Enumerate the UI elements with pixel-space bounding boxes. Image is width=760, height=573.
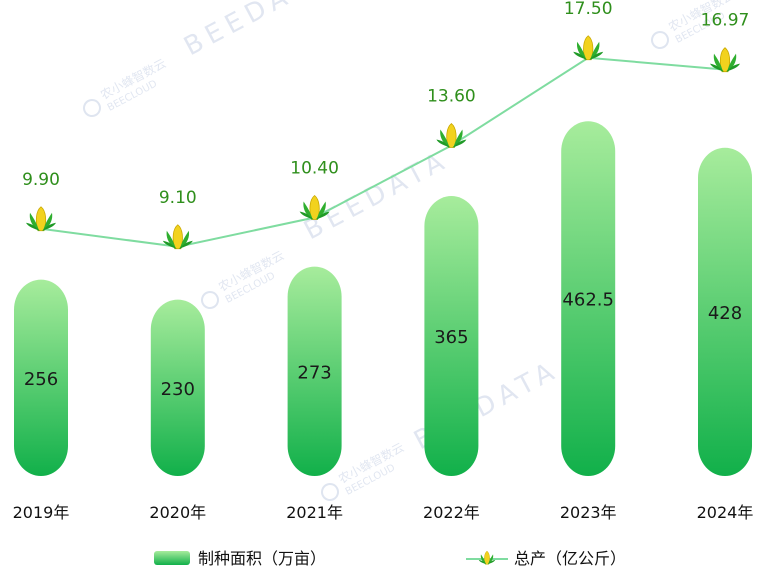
legend-line-label: 总产（亿公斤） xyxy=(514,549,626,568)
line-series xyxy=(40,56,726,248)
watermark-word: BEEDATA xyxy=(179,0,334,62)
line-value-label: 10.40 xyxy=(290,159,339,179)
legend-line-marker xyxy=(478,550,496,565)
bar-value-label: 256 xyxy=(24,369,58,390)
bar xyxy=(698,147,752,476)
x-axis-ticks: 2019年 2020年 2021年 2022年 2023年 2024年 xyxy=(13,503,754,522)
line-marker xyxy=(572,35,604,61)
line-layer: 9.90 9.10 10.40 13.60 17.50 16.97 xyxy=(22,0,750,250)
bar-value-label: 428 xyxy=(708,303,742,324)
x-tick-label: 2024年 xyxy=(697,503,754,522)
bar xyxy=(150,299,205,476)
x-tick-label: 2022年 xyxy=(423,503,480,522)
x-tick-label: 2023年 xyxy=(560,503,617,522)
line-value-label: 9.10 xyxy=(159,188,197,208)
bar xyxy=(287,266,342,476)
x-tick-label: 2021年 xyxy=(286,503,343,522)
bar-value-label: 230 xyxy=(161,379,195,400)
x-tick-label: 2020年 xyxy=(149,503,206,522)
line-value-label: 13.60 xyxy=(427,87,476,107)
bar xyxy=(424,196,479,477)
legend: 制种面积（万亩） 总产（亿公斤） xyxy=(154,549,626,568)
line-marker xyxy=(25,206,57,232)
line-value-label: 17.50 xyxy=(564,0,613,19)
line-value-label: 9.90 xyxy=(22,170,60,190)
bar-value-label: 365 xyxy=(434,327,468,348)
line-marker xyxy=(435,123,467,148)
bars-layer: 256 230 273 365 462.5 428 xyxy=(14,121,752,477)
bar xyxy=(561,121,616,476)
bar-value-label: 462.5 xyxy=(562,290,614,311)
legend-bar-label: 制种面积（万亩） xyxy=(198,549,326,568)
x-tick-label: 2019年 xyxy=(13,503,70,522)
line-value-label: 16.97 xyxy=(701,11,750,31)
legend-bar-swatch xyxy=(154,551,190,565)
bar-value-label: 273 xyxy=(297,362,331,383)
bar xyxy=(14,279,68,476)
